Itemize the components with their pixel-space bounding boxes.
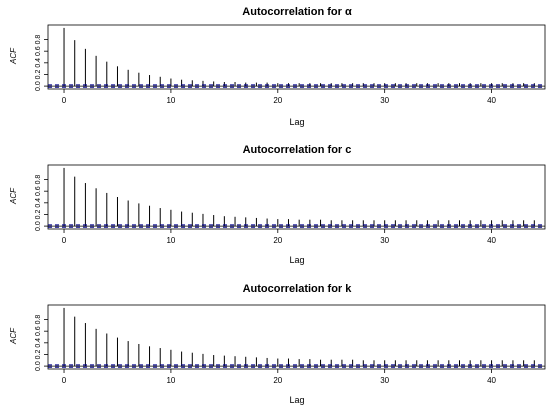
acf-panel-c: Autocorrelation for c ACF Lag 0 10 20 30 40 0… [9,144,546,265]
y-tick-label: 0.0 [35,81,42,91]
chart-title: Autocorrelation for c [243,144,352,156]
y-tick-label: 0.2 [35,349,42,359]
y-tick-label: 0.4 [35,338,42,348]
x-tick-label: 30 [380,96,389,105]
acf-panel-k: Autocorrelation for k ACF Lag 0 10 20 30 40 0… [9,283,546,405]
y-tick-label: 0.4 [35,198,42,208]
x-tick-label: 40 [487,96,496,105]
y-tick-label: 0.6 [35,326,42,336]
x-axis-label: Lag [289,255,304,265]
y-tick-label: 0.2 [35,209,42,219]
y-tick-label: 0.2 [35,69,42,79]
y-tick-label: 0.8 [35,315,42,325]
plot-frame [47,304,546,370]
y-axis-label: ACF [9,47,18,65]
x-tick-label: 10 [166,236,175,245]
x-tick-label: 20 [273,236,282,245]
x-tick-label: 40 [487,236,496,245]
y-tick-label: 0.8 [35,35,42,45]
chart-title: Autocorrelation for k [243,283,353,295]
x-tick-label: 20 [273,376,282,385]
x-axis-label: Lag [289,395,304,405]
y-tick-label: 0.8 [35,175,42,185]
y-tick-label: 0.4 [35,58,42,68]
x-tick-label: 0 [62,96,67,105]
plot-frame [47,24,546,90]
y-tick-label: 0.0 [35,361,42,371]
acf-panel-alpha: Autocorrelation for α ACF Lag 0 10 20 30 40 0… [9,6,546,127]
x-tick-label: 0 [62,236,67,245]
x-tick-label: 20 [273,96,282,105]
y-axis-label: ACF [9,327,18,345]
y-tick-label: 0.0 [35,221,42,231]
x-tick-label: 10 [166,96,175,105]
x-tick-label: 30 [380,376,389,385]
x-tick-label: 40 [487,376,496,385]
x-tick-label: 0 [62,376,67,385]
y-axis-label: ACF [9,187,18,205]
x-tick-label: 30 [380,236,389,245]
y-tick-label: 0.6 [35,46,42,56]
x-axis-label: Lag [289,117,304,127]
plot-frame [47,164,546,230]
y-tick-label: 0.6 [35,186,42,196]
chart-title: Autocorrelation for α [242,6,352,18]
x-tick-label: 10 [166,376,175,385]
